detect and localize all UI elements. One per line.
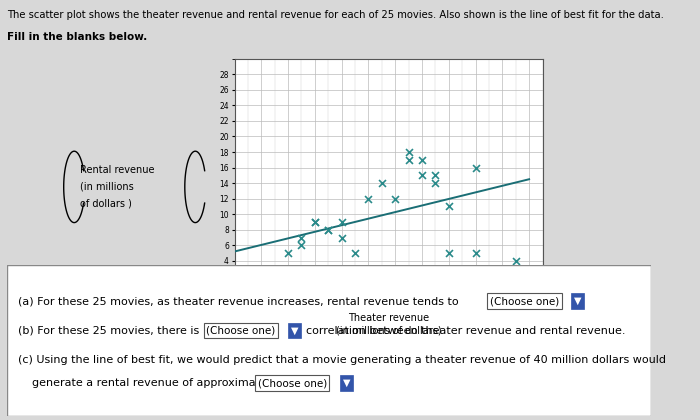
Point — [403, 149, 414, 155]
Text: ▼: ▼ — [290, 326, 298, 336]
Point — [470, 164, 481, 171]
Point — [376, 180, 387, 186]
Text: (Choose one): (Choose one) — [490, 296, 559, 306]
Text: (c) Using the line of best fit, we would predict that a movie generating a theat: (c) Using the line of best fit, we would… — [18, 355, 666, 365]
Point — [390, 195, 401, 202]
Point — [510, 257, 522, 264]
Text: of dollars ): of dollars ) — [80, 199, 132, 209]
Point — [336, 234, 347, 241]
Text: Rental revenue: Rental revenue — [80, 165, 155, 175]
Point — [363, 195, 374, 202]
Point — [416, 172, 428, 178]
Point — [296, 234, 307, 241]
Text: generate a rental revenue of approximately: generate a rental revenue of approximate… — [18, 378, 276, 388]
Text: Fill in the blanks below.: Fill in the blanks below. — [7, 32, 147, 42]
Point — [296, 242, 307, 249]
Point — [283, 249, 294, 256]
Point — [336, 218, 347, 225]
Point — [256, 273, 267, 280]
Point — [470, 249, 481, 256]
Text: (in millions of dollars): (in millions of dollars) — [336, 326, 441, 336]
Text: correlation between theater revenue and rental revenue.: correlation between theater revenue and … — [306, 326, 625, 336]
Point — [349, 249, 360, 256]
Point — [430, 180, 441, 186]
Text: (b) For these 25 movies, there is: (b) For these 25 movies, there is — [18, 326, 199, 336]
Point — [443, 249, 454, 256]
Text: Theater revenue: Theater revenue — [348, 313, 429, 323]
Text: (in millions: (in millions — [80, 182, 134, 192]
Text: (a) For these 25 movies, as theater revenue increases, rental revenue tends to: (a) For these 25 movies, as theater reve… — [18, 296, 458, 306]
Point — [443, 203, 454, 210]
Text: ▼: ▼ — [574, 296, 582, 306]
Point — [309, 218, 321, 225]
FancyBboxPatch shape — [7, 265, 651, 416]
Point — [323, 226, 334, 233]
Text: (Choose one): (Choose one) — [206, 326, 276, 336]
Text: ▼: ▼ — [343, 378, 351, 388]
Text: The scatter plot shows the theater revenue and rental revenue for each of 25 mov: The scatter plot shows the theater reven… — [7, 10, 664, 21]
Point — [430, 172, 441, 178]
Point — [309, 218, 321, 225]
Text: (Choose one): (Choose one) — [258, 378, 327, 388]
Point — [416, 156, 428, 163]
Point — [323, 226, 334, 233]
Point — [403, 156, 414, 163]
